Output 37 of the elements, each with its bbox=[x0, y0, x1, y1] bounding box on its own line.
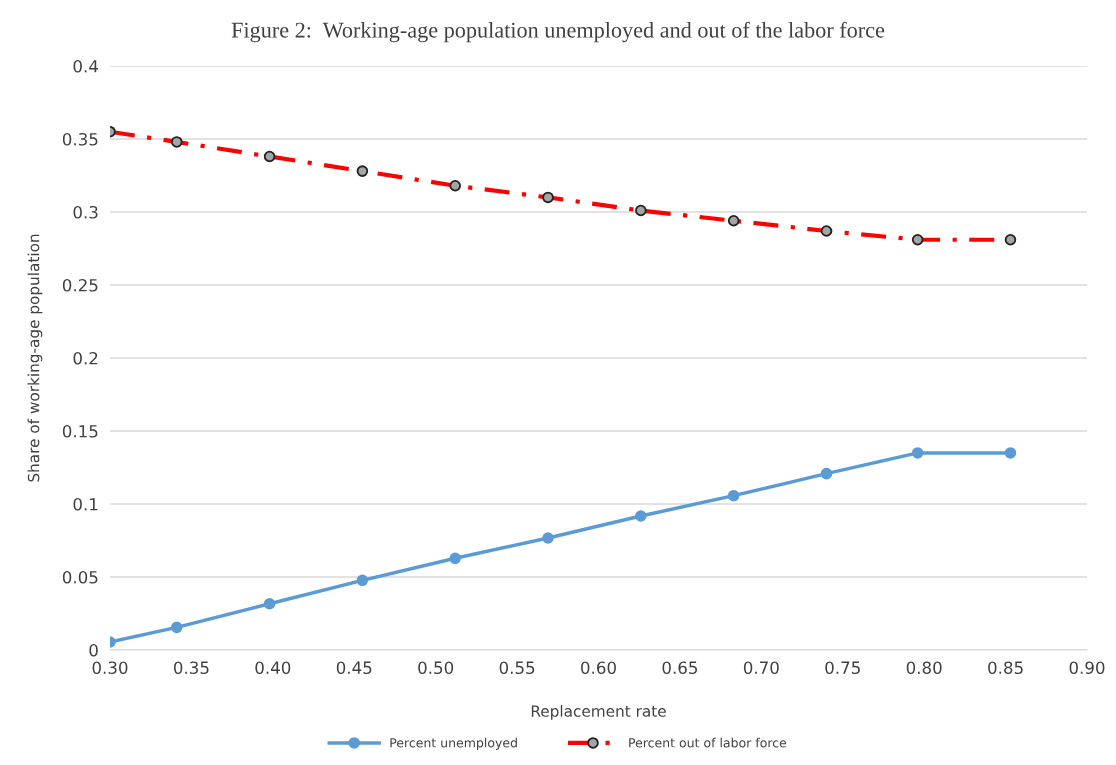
y-tick-label: 0.4 bbox=[73, 59, 98, 73]
x-tick-label: 0.50 bbox=[418, 661, 454, 675]
y-tick-label: 0.1 bbox=[73, 497, 98, 511]
x-tick-label: 0.70 bbox=[743, 661, 779, 675]
point bbox=[727, 489, 740, 502]
point bbox=[170, 621, 183, 634]
point bbox=[542, 532, 554, 544]
legend-label: Percent unemployed bbox=[390, 737, 517, 750]
x-tick-label: 0.45 bbox=[336, 661, 372, 675]
x-tick-label: 0.65 bbox=[662, 661, 698, 675]
point bbox=[911, 447, 924, 459]
y-tick-label: 0.3 bbox=[73, 205, 98, 219]
point bbox=[356, 574, 369, 587]
point bbox=[1004, 447, 1017, 459]
x-tick-label: 0.55 bbox=[499, 661, 535, 675]
y-tick-label: 0 bbox=[89, 643, 98, 657]
x-tick-label: 0.40 bbox=[255, 661, 291, 675]
y-tick-label: 0.2 bbox=[73, 351, 98, 365]
legend-label: Percent out of labor force bbox=[629, 737, 787, 748]
x-tick-label: 0.30 bbox=[92, 661, 128, 675]
x-tick-label: 0.60 bbox=[581, 661, 616, 675]
y-axis-title: Share of working-age population bbox=[27, 234, 43, 482]
y-tick-label: 0.15 bbox=[62, 424, 98, 438]
x-tick-label: 0.35 bbox=[173, 661, 209, 675]
y-tick-label: 0.35 bbox=[62, 132, 98, 146]
point bbox=[635, 510, 647, 522]
y-tick-label: 0.05 bbox=[62, 570, 98, 584]
point bbox=[263, 597, 276, 610]
x-tick-label: 0.75 bbox=[825, 661, 860, 675]
x-tick-label: 0.90 bbox=[1069, 661, 1105, 675]
chart-title: Figure 2: Working-age population unemployed and out of the labor force bbox=[231, 21, 885, 43]
point bbox=[449, 552, 461, 565]
y-tick-label: 0.25 bbox=[62, 278, 98, 292]
x-tick-label: 0.85 bbox=[988, 661, 1023, 675]
point bbox=[820, 467, 833, 480]
x-tick-label: 0.80 bbox=[906, 661, 942, 675]
x-axis-title: Replacement rate bbox=[531, 705, 666, 720]
